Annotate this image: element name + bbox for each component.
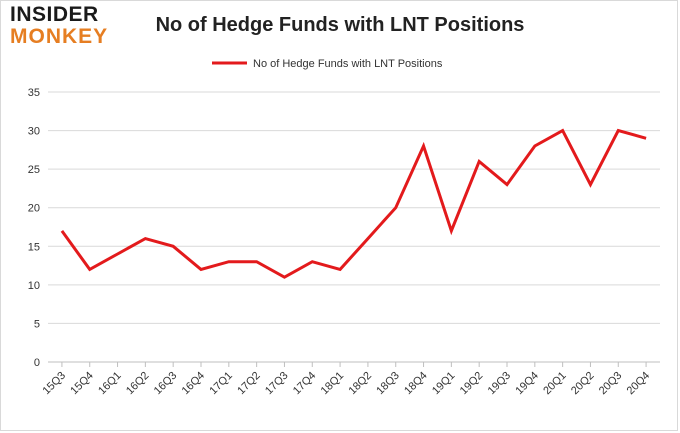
x-tick-label: 19Q2	[458, 370, 486, 398]
x-tick-label: 17Q1	[207, 370, 235, 398]
logo-line-1: INSIDER	[10, 3, 99, 26]
x-tick-label: 17Q3	[263, 370, 291, 398]
x-tick-label: 20Q1	[541, 370, 569, 398]
legend-label: No of Hedge Funds with LNT Positions	[253, 58, 443, 70]
x-axis: 15Q3 15Q4 16Q1 16Q2 16Q3 16Q4 17Q1 17Q2 17Q3 17Q4…	[41, 361, 660, 398]
x-tick-label: 19Q1	[430, 370, 458, 398]
x-tick-label: 18Q3	[374, 370, 402, 398]
x-tick-label: 20Q2	[569, 370, 597, 398]
grid-lines	[48, 91, 660, 363]
y-tick-label: 0	[34, 357, 40, 369]
chart-title: No of Hedge Funds with LNT Positions	[155, 14, 525, 36]
series-layer	[60, 128, 647, 279]
x-tick-label: 18Q4	[402, 370, 430, 398]
x-tick-label: 16Q2	[124, 370, 152, 398]
x-tick-label: 16Q3	[152, 370, 180, 398]
series-line	[60, 128, 647, 279]
y-axis: 0 5 10 15 20 25 30 35	[28, 87, 40, 369]
y-tick-label: 25	[28, 164, 40, 176]
legend: No of Hedge Funds with LNT Positions	[212, 58, 443, 70]
x-tick-label: 18Q2	[347, 370, 375, 398]
x-tick-label: 15Q4	[68, 370, 96, 398]
x-tick-label: 19Q4	[513, 370, 541, 398]
x-tick-label: 20Q4	[625, 370, 653, 398]
x-tick-label: 15Q3	[41, 370, 69, 398]
y-tick-label: 30	[28, 126, 40, 138]
y-tick-label: 10	[28, 280, 40, 292]
insider-monkey-logo: INSIDER MONKEY	[10, 4, 128, 56]
x-tick-label: 18Q1	[319, 370, 347, 398]
y-tick-label: 5	[34, 318, 40, 330]
x-tick-label: 19Q3	[486, 370, 514, 398]
logo-line-2: MONKEY	[10, 25, 109, 48]
x-tick-label: 20Q3	[597, 370, 625, 398]
y-tick-label: 20	[28, 203, 40, 215]
y-tick-label: 35	[28, 87, 40, 99]
x-tick-label: 17Q4	[291, 370, 319, 398]
x-tick-label: 17Q2	[235, 370, 263, 398]
x-tick-label: 16Q1	[96, 370, 124, 398]
x-tick-label: 16Q4	[180, 370, 208, 398]
y-tick-label: 15	[28, 241, 40, 253]
